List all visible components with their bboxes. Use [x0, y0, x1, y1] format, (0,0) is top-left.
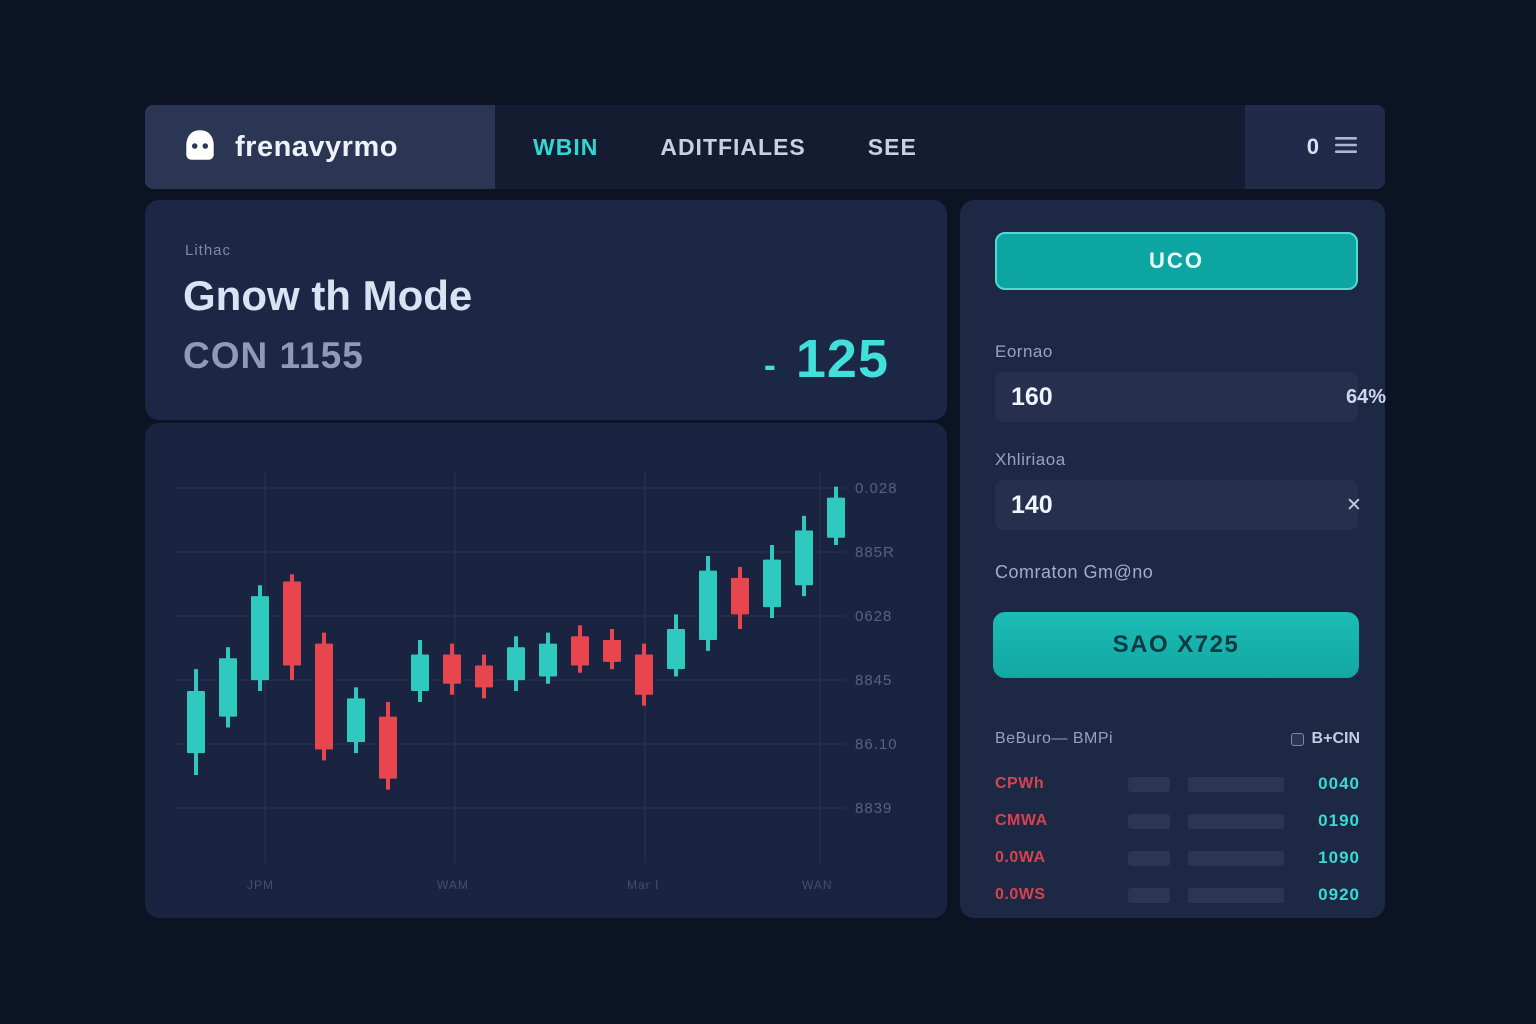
- row-value: 1090: [1318, 848, 1360, 867]
- y-axis-label: 0628: [855, 608, 893, 625]
- price-change-sign: -: [763, 344, 776, 385]
- commission-label: Comraton Gm@no: [995, 562, 1154, 582]
- row-value: 0920: [1318, 885, 1360, 904]
- table-header-right: B+CIN: [1290, 730, 1360, 748]
- price-change: - 125: [764, 328, 889, 390]
- table-row: 0.0WA 1090: [995, 846, 1360, 870]
- multiplier-label: Xhliriaoa: [995, 450, 1066, 469]
- instrument-subtitle: CON 1155: [183, 335, 364, 376]
- y-axis-label: 8845: [855, 672, 893, 689]
- amount-percent: 64%: [1346, 385, 1387, 408]
- y-axis-label: 885R: [855, 544, 895, 561]
- table-header-right-label: B+CIN: [1311, 730, 1360, 747]
- brand[interactable]: frenavyrmo: [145, 105, 495, 189]
- row-placeholder: [1188, 813, 1284, 829]
- uco-button[interactable]: UCO: [995, 232, 1358, 290]
- row-placeholder: [1128, 813, 1170, 829]
- y-axis-label: 0.028: [855, 480, 898, 497]
- checkbox-icon[interactable]: [1290, 732, 1304, 746]
- notification-count: 0: [1306, 134, 1319, 159]
- nav-item-see[interactable]: SEE: [867, 133, 917, 160]
- row-placeholder: [1128, 887, 1170, 903]
- row-label: 0.0WS: [995, 886, 1046, 903]
- order-panel: UCO Eornao 64% Xhliriaoa ✕ Comraton Gm@n…: [960, 200, 1386, 918]
- table-row: 0.0WS 0920: [995, 883, 1360, 907]
- brand-icon: [181, 126, 219, 169]
- x-axis-label: Mar I: [627, 878, 660, 892]
- y-axis: 0.028 885R 0628 8845 86.10 8839: [855, 463, 940, 873]
- row-placeholder: [1188, 776, 1284, 792]
- multiplier-field-wrap: ✕: [995, 480, 1362, 530]
- menu-icon[interactable]: [1333, 134, 1359, 161]
- x-axis: JPM WAM Mar I WAN: [145, 878, 947, 898]
- amount-field-wrap: 64%: [995, 372, 1386, 422]
- table-row: CMWA 0190: [995, 809, 1360, 833]
- table-row: CPWh 0040: [995, 772, 1360, 796]
- multiplier-input[interactable]: [1011, 490, 1346, 520]
- row-placeholder: [1128, 850, 1170, 866]
- x-axis-label: WAN: [802, 878, 833, 892]
- orders-table-header: BeBuro— BMPi B+CIN: [995, 730, 1360, 748]
- x-axis-label: WAM: [437, 878, 469, 892]
- topbar-right: 0: [1245, 105, 1385, 189]
- instrument-title: Gnow th Mode: [183, 272, 473, 319]
- x-axis-label: JPM: [247, 878, 274, 892]
- candlestick-chart-card: 0.028 885R 0628 8845 86.10 8839 JPM WAM Mar I WA…: [145, 423, 947, 918]
- top-navigation-bar: frenavyrmo WBIN ADITFIALES SEE 0: [145, 105, 1385, 189]
- row-label: CPWh: [995, 775, 1045, 792]
- instrument-eyebrow: Lithac: [185, 242, 232, 259]
- submit-order-button[interactable]: SAO X725: [993, 612, 1359, 678]
- nav-menu: WBIN ADITFIALES SEE: [533, 105, 917, 189]
- candlestick-chart: [175, 471, 845, 863]
- amount-label: Eornao: [995, 342, 1053, 361]
- row-placeholder: [1188, 887, 1284, 903]
- amount-input[interactable]: [1011, 382, 1346, 412]
- table-header-left: BeBuro— BMPi: [995, 730, 1114, 747]
- row-placeholder: [1188, 850, 1284, 866]
- nav-item-wbin[interactable]: WBIN: [533, 133, 599, 160]
- y-axis-label: 8839: [855, 800, 893, 817]
- instrument-overview-card: Lithac Gnow th Mode CON 1155 - 125: [145, 200, 947, 420]
- clear-icon[interactable]: ✕: [1346, 494, 1362, 516]
- price-change-value: 125: [795, 329, 889, 389]
- brand-name: frenavyrmo: [235, 130, 398, 163]
- row-label: CMWA: [995, 812, 1048, 829]
- row-value: 0190: [1318, 811, 1360, 830]
- row-label: 0.0WA: [995, 849, 1046, 866]
- row-value: 0040: [1318, 774, 1360, 793]
- row-placeholder: [1128, 776, 1170, 792]
- nav-item-aditfiales[interactable]: ADITFIALES: [660, 133, 806, 160]
- y-axis-label: 86.10: [855, 736, 898, 753]
